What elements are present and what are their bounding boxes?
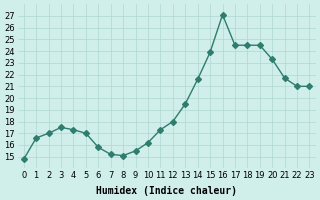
X-axis label: Humidex (Indice chaleur): Humidex (Indice chaleur) (96, 186, 237, 196)
